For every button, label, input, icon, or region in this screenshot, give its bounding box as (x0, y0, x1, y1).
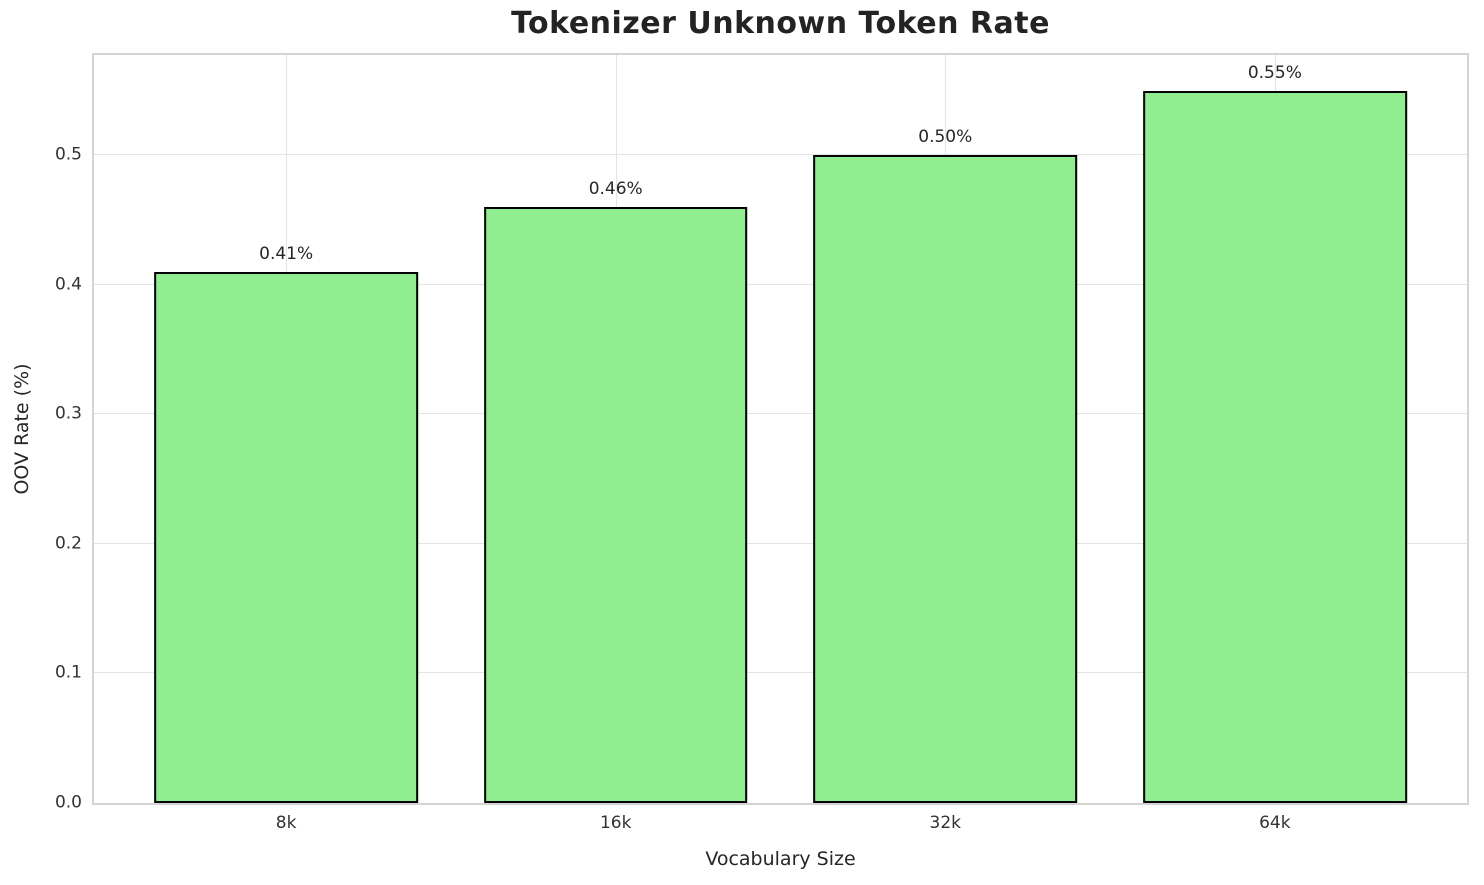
y-tick-label: 0.3 (54, 403, 82, 424)
bar-8k (154, 271, 418, 803)
bar-16k (483, 207, 748, 803)
plot-area: 0.0 0.1 0.2 0.3 0.4 0.5 0.41% 8k 0.46% 16k 0.50% 32… (55, 53, 1469, 832)
y-tick-label: 0.2 (54, 533, 82, 554)
bar-value-label: 0.55% (1247, 62, 1302, 83)
x-tick-label: 8k (275, 813, 297, 833)
y-gridline (94, 154, 1467, 156)
y-tick-label: 0.1 (54, 662, 82, 683)
y-tick-label: 0.0 (54, 792, 82, 813)
chart-title: Tokenizer Unknown Token Rate (511, 6, 1050, 41)
x-tick-label: 32k (929, 813, 962, 833)
bar-64k (1143, 90, 1407, 803)
bar-value-label: 0.41% (259, 243, 314, 264)
y-gridline (94, 672, 1467, 674)
y-axis-title: OOV Rate (%) (11, 363, 33, 495)
x-axis-title: Vocabulary Size (705, 848, 856, 870)
bar-value-label: 0.50% (918, 127, 973, 148)
x-tick-label: 16k (599, 813, 632, 833)
y-tick-label: 0.4 (54, 274, 82, 295)
x-tick-label: 64k (1259, 813, 1291, 833)
y-tick-label: 0.5 (54, 144, 82, 165)
y-gridline (94, 413, 1467, 415)
y-gridline (94, 542, 1467, 544)
bar-value-label: 0.46% (588, 179, 643, 200)
bar-32k (813, 155, 1078, 803)
y-gridline (94, 283, 1467, 285)
